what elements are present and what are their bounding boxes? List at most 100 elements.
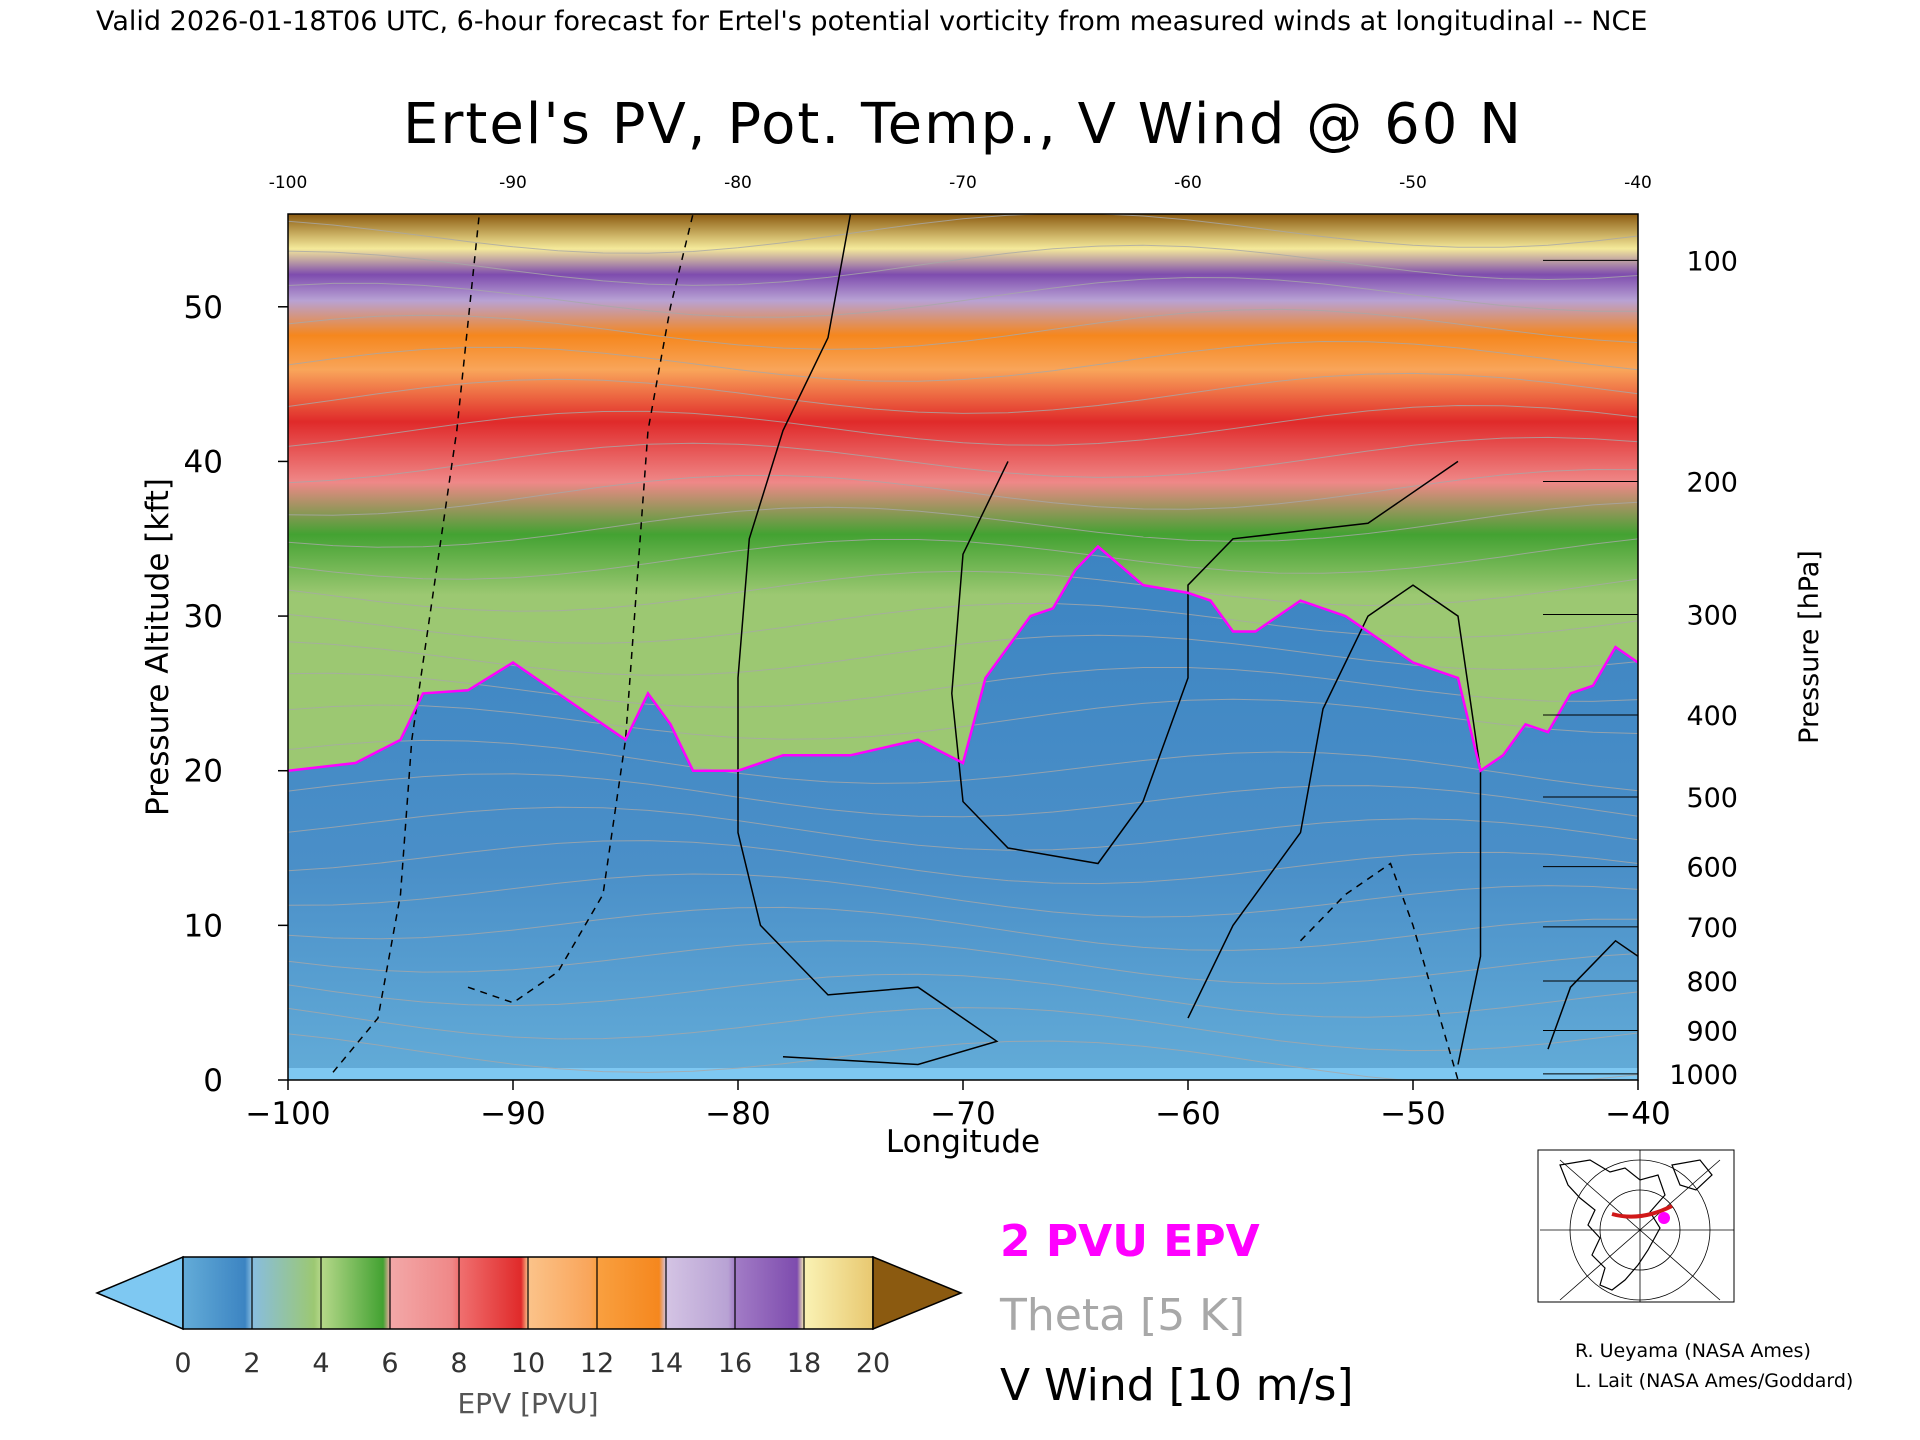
plot-area: [288, 214, 1638, 1080]
x-tick-label: −100: [245, 1096, 330, 1132]
y-tick-label: 40: [184, 444, 223, 480]
y-tick-label: 30: [184, 599, 223, 635]
theta-contour: [288, 698, 1638, 740]
y-tick-label: 20: [184, 754, 223, 790]
vwind-contour: [951, 460, 1459, 865]
pressure-tick-label: 800: [1686, 967, 1738, 998]
theta-contour: [288, 214, 1638, 254]
colorbar-tick-label: 4: [312, 1348, 329, 1379]
chart-title: Ertel's PV, Pot. Temp., V Wind @ 60 N: [403, 92, 1523, 157]
colorbar-tick-label: 2: [243, 1348, 260, 1379]
pressure-tick-label: 500: [1686, 783, 1738, 814]
theta-contour: [288, 906, 1638, 951]
vwind-contours: [332, 214, 1638, 1080]
vwind-contour: [467, 214, 694, 1004]
theta-contour: [288, 773, 1638, 818]
x-top-tick-label: -50: [1399, 173, 1427, 193]
x-tick-label: −50: [1380, 1096, 1445, 1132]
y-axis-left: 0 10 20 30 40 50: [184, 290, 288, 1099]
colorbar-tick-labels: 0 2 4 6 8 10 12 14 16 18 20: [174, 1348, 890, 1379]
vwind-contour: [332, 214, 481, 1073]
colorbar-tick-label: 18: [787, 1348, 821, 1379]
y-tick-label: 10: [184, 908, 223, 944]
x-top-tick-label: -60: [1174, 173, 1202, 193]
pressure-tick-label: 200: [1686, 468, 1738, 499]
x-top-tick-label: -100: [269, 173, 308, 193]
colorbar-dividers: [251, 1257, 805, 1329]
colorbar-over-triangle: [872, 1255, 963, 1331]
map-inset: [1537, 1149, 1735, 1303]
pressure-tick-label: 1000: [1669, 1060, 1738, 1091]
colorbar-label: EPV [PVU]: [457, 1387, 598, 1420]
theta-contour: [288, 603, 1638, 644]
theta-contour: [288, 739, 1638, 792]
y-tick-label: 0: [203, 1063, 223, 1099]
colorbar-tick-label: 10: [511, 1348, 545, 1379]
colorbar-tick-label: 8: [450, 1348, 467, 1379]
vwind-contour: [1187, 584, 1482, 1065]
theta-contour: [288, 667, 1638, 708]
theta-contour: [288, 873, 1638, 918]
theta-contour: [288, 940, 1638, 985]
colorbar-under-triangle: [95, 1255, 184, 1331]
y-axis-right-pressure: 100 200 300 400 500 600 700 800 900 1000: [1543, 246, 1738, 1091]
colorbar: 0 2 4 6 8 10 12 14 16 18 20 EPV [PVU]: [95, 1255, 963, 1420]
x-top-tick-label: -40: [1624, 173, 1652, 193]
x-axis-top: -100 -90 -80 -70 -60 -50 -40: [269, 173, 1652, 193]
vwind-contour: [1547, 939, 1638, 1050]
colorbar-tick-label: 0: [174, 1348, 191, 1379]
theta-contour: [288, 372, 1638, 414]
legend-2pvu: 2 PVU EPV: [1000, 1216, 1260, 1267]
tropopause-2pvu-line: [288, 544, 1638, 773]
map-coastlines: [1559, 1159, 1713, 1291]
theta-contours: [288, 214, 1638, 1080]
pressure-tick-label: 100: [1686, 246, 1738, 277]
x-tick-label: −80: [705, 1096, 770, 1132]
vwind-contour: [1299, 862, 1459, 1080]
vwind-contour: [737, 214, 999, 1066]
y-axis-right-label: Pressure [hPa]: [1794, 550, 1825, 744]
theta-contour: [288, 1033, 1638, 1080]
colorbar-tick-label: 16: [718, 1348, 752, 1379]
theta-contour: [288, 973, 1638, 1018]
x-top-tick-label: -80: [724, 173, 752, 193]
x-axis-bottom: −100 −90 −80 −70 −60 −50 −40: [245, 1080, 1671, 1132]
x-tick-label: −70: [930, 1096, 995, 1132]
theta-contour: [288, 436, 1638, 484]
theta-contour: [288, 634, 1638, 676]
theta-contour: [288, 1007, 1638, 1052]
legend-theta: Theta [5 K]: [999, 1290, 1245, 1341]
x-top-tick-label: -70: [949, 173, 977, 193]
y-tick-label: 50: [184, 290, 223, 326]
x-tick-label: −60: [1155, 1096, 1220, 1132]
legend-vwind: V Wind [10 m/s]: [1000, 1360, 1354, 1411]
theta-contour: [288, 501, 1638, 548]
colorbar-tick-label: 20: [856, 1348, 890, 1379]
theta-contour: [288, 538, 1638, 580]
pressure-tick-label: 900: [1686, 1017, 1738, 1048]
theta-contour: [288, 308, 1638, 350]
theta-contour: [288, 840, 1638, 885]
x-top-tick-label: -90: [499, 173, 527, 193]
colorbar-tick-label: 6: [381, 1348, 398, 1379]
theta-contour: [288, 276, 1638, 318]
x-axis-label: Longitude: [886, 1124, 1040, 1160]
pressure-tick-label: 300: [1686, 601, 1738, 632]
theta-contour: [288, 806, 1638, 851]
credit-line-2: L. Lait (NASA Ames/Goddard): [1575, 1370, 1853, 1392]
surface-fill: [288, 1068, 1638, 1080]
credit-line-1: R. Ueyama (NASA Ames): [1575, 1340, 1811, 1362]
theta-contour: [288, 570, 1638, 612]
valid-line: Valid 2026-01-18T06 UTC, 6-hour forecast…: [96, 6, 1647, 37]
map-location-marker: [1658, 1212, 1670, 1224]
pressure-tick-label: 600: [1686, 853, 1738, 884]
x-tick-label: −90: [480, 1096, 545, 1132]
troposphere-fill: [288, 546, 1638, 1080]
colorbar-tick-label: 12: [580, 1348, 614, 1379]
theta-contour: [288, 340, 1638, 382]
pressure-tick-label: 400: [1686, 701, 1738, 732]
theta-contour: [288, 244, 1638, 286]
colorbar-tick-label: 14: [649, 1348, 683, 1379]
pressure-tick-label: 700: [1686, 913, 1738, 944]
